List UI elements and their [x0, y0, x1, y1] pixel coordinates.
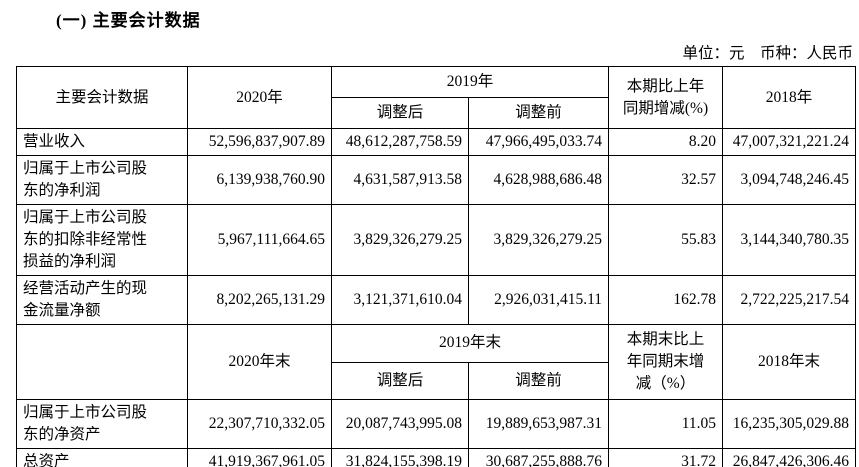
cell-change: 32.57	[608, 155, 724, 205]
table-row-total-assets: 总资产 41,919,367,961.05 31,824,155,398.19 …	[16, 448, 857, 467]
cell-2020: 5,967,111,664.65	[187, 204, 332, 276]
row-label: 经营活动产生的现 金流量净额	[16, 275, 188, 325]
cell-2019-original: 3,829,326,279.25	[467, 204, 610, 276]
cell-2019-adjusted: 3,829,326,279.25	[331, 204, 469, 276]
cell-change: 31.72	[608, 448, 724, 467]
cell-change: 11.05	[608, 399, 724, 449]
unit-note: 单位：元 币种：人民币	[682, 45, 853, 62]
header-adjusted-before-end: 调整前	[467, 361, 610, 400]
cell-2019-adjusted: 4,631,587,913.58	[331, 155, 469, 205]
header-change-end: 本期末比上 年同期末增 减（%）	[608, 324, 724, 400]
cell-2019-original: 19,889,653,987.31	[467, 399, 610, 449]
header-2020-end: 2020年末	[187, 324, 332, 400]
cell-2019-original: 2,926,031,415.11	[467, 275, 610, 325]
cell-change: 162.78	[608, 275, 724, 325]
header-row-adjust-end: 调整后 调整前	[17, 361, 856, 400]
cell-2020: 41,919,367,961.05	[187, 448, 332, 467]
cell-2020: 52,596,837,907.89	[187, 128, 332, 156]
cell-2018: 3,144,340,780.35	[722, 204, 857, 276]
header-main-label: 主要会计数据	[16, 66, 188, 129]
header-adjusted-before: 调整前	[467, 97, 610, 129]
header-2018-end: 2018年末	[722, 324, 857, 400]
header-2019-end: 2019年末	[330, 324, 610, 363]
cell-2019-original: 47,966,495,033.74	[467, 128, 610, 156]
table-row-net-profit: 归属于上市公司股 东的净利润 6,139,938,760.90 4,631,58…	[16, 155, 857, 205]
table-row-net-profit-excl-nonrecurring: 归属于上市公司股 东的扣除非经常性 损益的净利润 5,967,111,664.6…	[16, 204, 857, 276]
cell-2019-adjusted: 20,087,743,995.08	[331, 399, 469, 449]
cell-change: 8.20	[608, 128, 724, 156]
cell-2018: 26,847,426,306.46	[722, 448, 857, 467]
cell-2019-adjusted: 3,121,371,610.04	[331, 275, 469, 325]
cell-2019-adjusted: 31,824,155,398.19	[331, 448, 469, 467]
cell-2018: 47,007,321,221.24	[722, 128, 857, 156]
header-row-year: 主要会计数据 2020年 2019年 本期比上年 同期增减(%) 2018年	[16, 66, 857, 129]
header-2018: 2018年	[722, 66, 857, 129]
row-label: 归属于上市公司股 东的扣除非经常性 损益的净利润	[16, 204, 188, 276]
cell-2018: 3,094,748,246.45	[722, 155, 857, 205]
cell-2019-original: 30,687,255,888.76	[467, 448, 610, 467]
header-2019: 2019年	[330, 66, 610, 98]
cell-2019-original: 4,628,988,686.48	[467, 155, 610, 205]
table-row-net-assets: 归属于上市公司股 东的净资产 22,307,710,332.05 20,087,…	[16, 399, 857, 449]
header-adjusted-after-end: 调整后	[331, 361, 469, 400]
header-row-yearend: 2020年末 2019年末 本期末比上 年同期末增 减（%） 2018年末	[16, 324, 857, 400]
header-empty	[16, 324, 188, 400]
cell-2019-adjusted: 48,612,287,758.59	[331, 128, 469, 156]
header-row-adjust: 调整后 调整前	[17, 97, 856, 129]
row-label: 营业收入	[16, 128, 188, 156]
header-change-yoy: 本期比上年 同期增减(%)	[608, 66, 724, 129]
cell-2018: 16,235,305,029.88	[722, 399, 857, 449]
accounting-data-table: 主要会计数据 2020年 2019年 本期比上年 同期增减(%) 2018年 调…	[16, 66, 857, 467]
cell-change: 55.83	[608, 204, 724, 276]
cell-2020: 22,307,710,332.05	[187, 399, 332, 449]
row-label: 总资产	[16, 448, 188, 467]
row-label: 归属于上市公司股 东的净利润	[16, 155, 188, 205]
table-row-operating-cash-flow: 经营活动产生的现 金流量净额 8,202,265,131.29 3,121,37…	[16, 275, 857, 325]
cell-2018: 2,722,225,217.54	[722, 275, 857, 325]
header-adjusted-after: 调整后	[331, 97, 469, 129]
cell-2020: 6,139,938,760.90	[187, 155, 332, 205]
section-title: (一) 主要会计数据	[56, 11, 201, 30]
table-row-revenue: 营业收入 52,596,837,907.89 48,612,287,758.59…	[16, 128, 857, 156]
header-2020: 2020年	[187, 66, 332, 129]
cell-2020: 8,202,265,131.29	[187, 275, 332, 325]
row-label: 归属于上市公司股 东的净资产	[16, 399, 188, 449]
